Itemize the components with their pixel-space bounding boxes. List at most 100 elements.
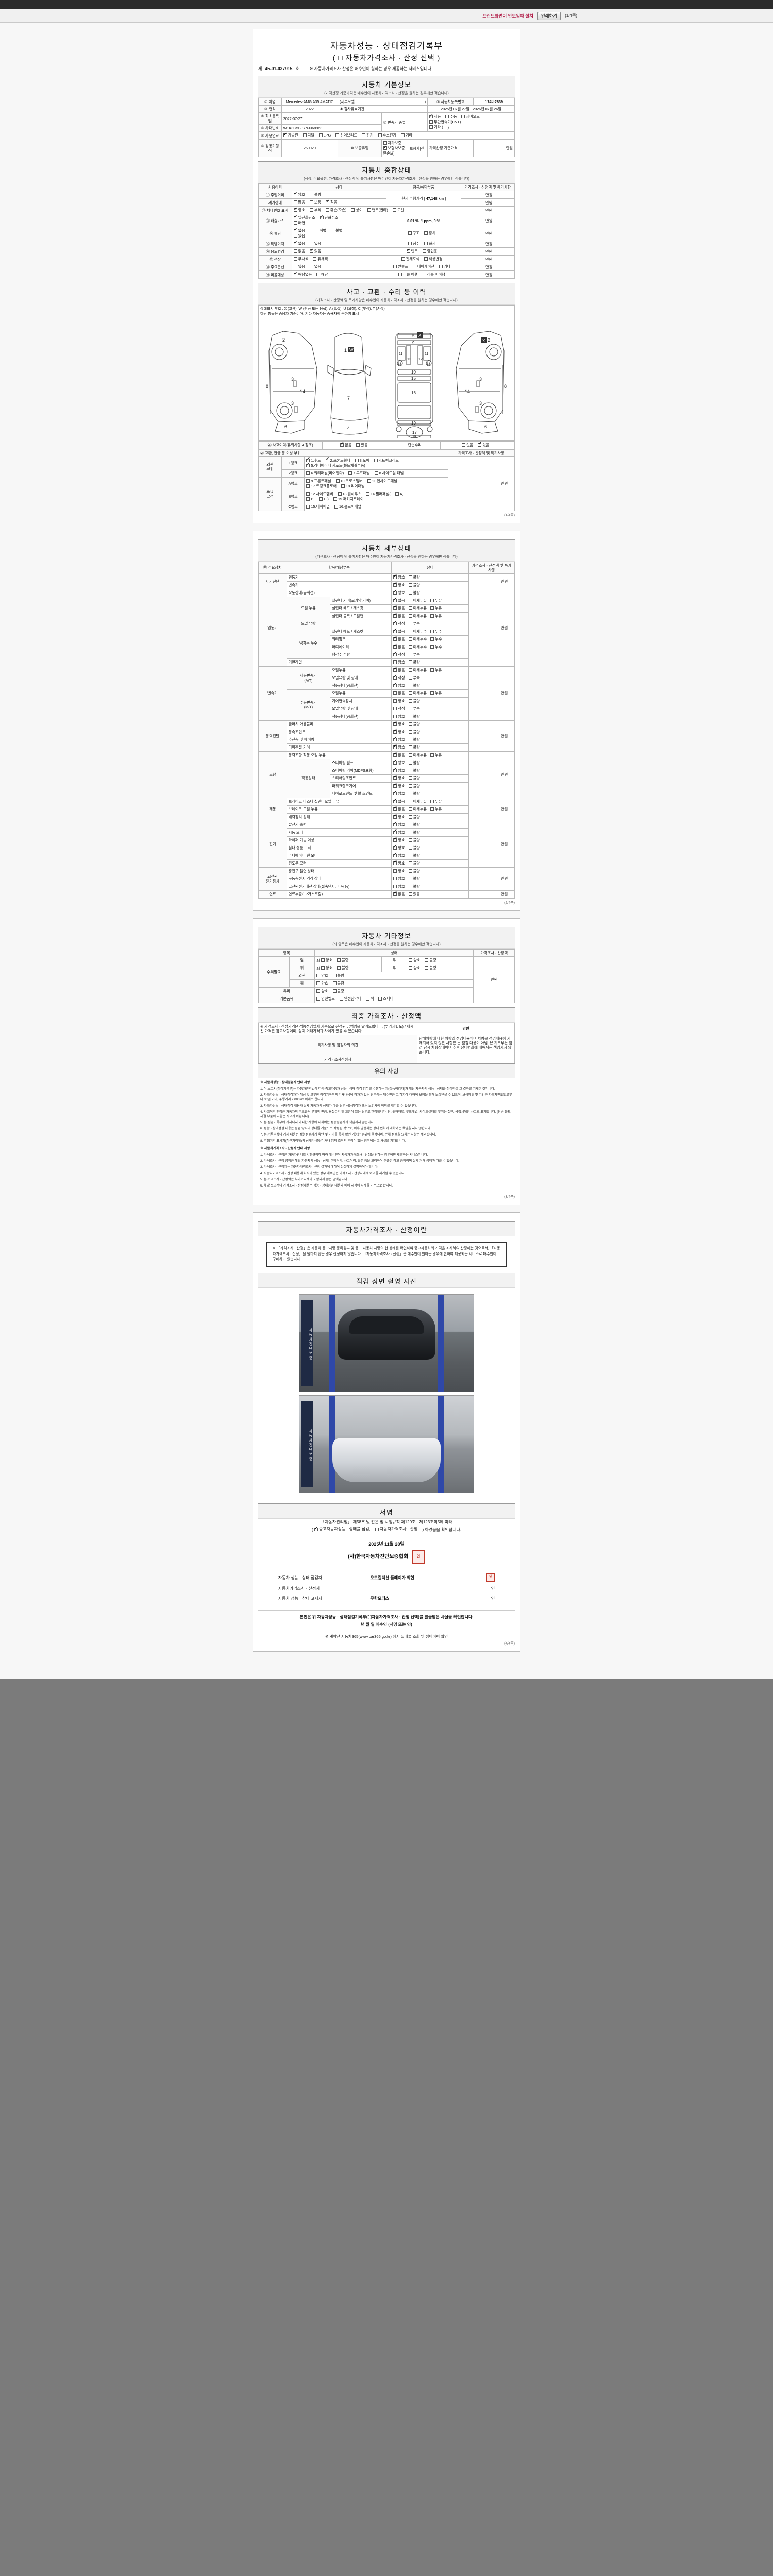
mileage-bad[interactable]: 불량 bbox=[309, 192, 321, 197]
part-front-panel[interactable]: 9.프론트패널 bbox=[306, 479, 331, 483]
detail-opt-누유[interactable]: 누유 bbox=[430, 598, 442, 603]
trans-opt-cvt[interactable]: 무단변속기(CVT) bbox=[429, 120, 461, 124]
option-other[interactable]: 기타 bbox=[439, 264, 450, 269]
detail-opt-불량[interactable]: 불량 bbox=[408, 583, 420, 587]
usage-yes[interactable]: 있음 bbox=[309, 248, 321, 253]
detail-opt-누유[interactable]: 누유 bbox=[430, 799, 442, 804]
detail-opt-불량[interactable]: 불량 bbox=[408, 784, 420, 788]
detail-opt-불량[interactable]: 불량 bbox=[408, 745, 420, 750]
detail-opt-불량[interactable]: 불량 bbox=[408, 815, 420, 819]
detail-opt-양호[interactable]: 양호 bbox=[393, 869, 405, 873]
trans-opt-auto[interactable]: 자동 bbox=[429, 114, 441, 119]
detail-opt-양호[interactable]: 양호 bbox=[393, 574, 405, 580]
detail-opt-누유[interactable]: 누유 bbox=[430, 753, 442, 757]
detail-opt-불량[interactable]: 불량 bbox=[408, 714, 420, 719]
color-achromatic[interactable]: 무채색 bbox=[293, 257, 308, 261]
recall-na[interactable]: 해당없음 bbox=[293, 272, 312, 277]
detail-opt-양호[interactable]: 양호 bbox=[393, 783, 405, 788]
detail-opt-부족[interactable]: 부족 bbox=[408, 675, 420, 680]
detail-opt-적정[interactable]: 적정 bbox=[393, 706, 405, 711]
detail-opt-미세누유[interactable]: 미세누유 bbox=[408, 606, 427, 611]
tire-rl-good[interactable]: 양호 bbox=[321, 965, 332, 970]
detail-opt-누수[interactable]: 누수 bbox=[430, 637, 442, 641]
vin-altered[interactable]: 변조(변타) bbox=[367, 208, 388, 212]
detail-opt-양호[interactable]: 양호 bbox=[393, 860, 405, 866]
detail-opt-없음[interactable]: 없음 bbox=[393, 691, 405, 696]
option-none[interactable]: 없음 bbox=[309, 264, 321, 269]
fuel-opt-gasoline[interactable]: 가솔린 bbox=[283, 132, 298, 138]
detail-opt-부족[interactable]: 부족 bbox=[408, 652, 420, 657]
recall-done[interactable]: 리콜 이행 bbox=[398, 272, 418, 277]
basic-jack[interactable]: 잭 bbox=[365, 996, 374, 1001]
trans-opt-other[interactable]: 기타 ( bbox=[429, 125, 443, 129]
detail-opt-없음[interactable]: 없음 bbox=[393, 636, 405, 641]
part-trunk-lid[interactable]: 4.트렁크리드 bbox=[374, 458, 399, 463]
print-button[interactable]: 인쇄하기 bbox=[537, 11, 561, 20]
color-change[interactable]: 색상변경 bbox=[424, 257, 443, 261]
detail-opt-양호[interactable]: 양호 bbox=[393, 714, 405, 719]
detail-opt-양호[interactable]: 양호 bbox=[393, 844, 405, 850]
detail-opt-부족[interactable]: 부족 bbox=[408, 621, 420, 626]
part-dash-panel[interactable]: 15.대쉬패널 bbox=[306, 504, 330, 509]
detail-opt-누수[interactable]: 누수 bbox=[430, 645, 442, 649]
tuning-device[interactable]: 장치 bbox=[424, 231, 435, 235]
exterior-good[interactable]: 양호 bbox=[316, 973, 328, 978]
part-side-member[interactable]: 12.사이드멤버 bbox=[306, 492, 333, 496]
detail-opt-누유[interactable]: 누유 bbox=[430, 807, 442, 811]
part-side-sill[interactable]: 8.사이드실 패널 bbox=[374, 471, 404, 476]
part-radiator-support[interactable]: 5.라디에이터 서포트(볼트체결부품) bbox=[306, 462, 365, 468]
detail-opt-누유[interactable]: 누유 bbox=[430, 606, 442, 611]
detail-opt-누유[interactable]: 누유 bbox=[430, 614, 442, 618]
detail-opt-불량[interactable]: 불량 bbox=[408, 776, 420, 781]
part-pillar-a[interactable]: A, bbox=[395, 492, 404, 496]
detail-opt-불량[interactable]: 불량 bbox=[408, 722, 420, 726]
option-sunroof[interactable]: 썬루프 bbox=[393, 264, 408, 269]
detail-opt-미세누수[interactable]: 미세누수 bbox=[408, 645, 427, 649]
detail-opt-적정[interactable]: 적정 bbox=[393, 674, 405, 680]
detail-opt-미세누수[interactable]: 미세누수 bbox=[408, 629, 427, 634]
detail-opt-없음[interactable]: 없음 bbox=[393, 667, 405, 672]
detail-opt-불량[interactable]: 불량 bbox=[408, 768, 420, 773]
option-nav[interactable]: 네비게이션 bbox=[412, 264, 434, 269]
warranty-opt-insurer[interactable]: 보험사보증 bbox=[383, 145, 405, 150]
tuning-none[interactable]: 없음 bbox=[293, 228, 305, 233]
usage-rent[interactable]: 렌트 bbox=[406, 248, 418, 253]
color-chromatic[interactable]: 유채색 bbox=[313, 257, 328, 261]
part-trunk-floor[interactable]: 17.트렁크플로어 bbox=[306, 484, 337, 488]
detail-opt-불량[interactable]: 불량 bbox=[408, 876, 420, 881]
detail-opt-부족[interactable]: 부족 bbox=[408, 706, 420, 711]
detail-opt-없음[interactable]: 없음 bbox=[393, 605, 405, 611]
tuning-legal[interactable]: 적법 bbox=[314, 228, 326, 233]
detail-opt-양호[interactable]: 양호 bbox=[393, 682, 405, 688]
special-yes[interactable]: 있음 bbox=[309, 241, 321, 246]
tuning-structure[interactable]: 구조 bbox=[408, 231, 419, 235]
detail-opt-양호[interactable]: 양호 bbox=[393, 829, 405, 835]
tire-rr-bad[interactable]: 불량 bbox=[425, 965, 436, 970]
tuning-yes[interactable]: 있음 bbox=[293, 233, 305, 238]
tire-rl-bad[interactable]: 불량 bbox=[337, 965, 348, 970]
special-none[interactable]: 없음 bbox=[293, 241, 305, 246]
fuel-opt-hydrogen[interactable]: 수소전기 bbox=[378, 133, 396, 138]
detail-opt-양호[interactable]: 양호 bbox=[393, 884, 405, 889]
detail-opt-불량[interactable]: 불량 bbox=[408, 861, 420, 866]
part-pillar-b[interactable]: B, bbox=[306, 497, 314, 501]
detail-opt-없음[interactable]: 없음 bbox=[393, 891, 405, 896]
mileage-good[interactable]: 양호 bbox=[293, 192, 305, 197]
tire-fl-good[interactable]: 양호 bbox=[321, 958, 332, 962]
detail-opt-양호[interactable]: 양호 bbox=[393, 721, 405, 726]
part-package-tray[interactable]: 19.패키지트레이 bbox=[333, 497, 364, 501]
basic-triangle[interactable]: 안전삼각대 bbox=[339, 996, 361, 1001]
detail-opt-양호[interactable]: 양호 bbox=[393, 759, 405, 765]
part-rear-panel[interactable]: 18.리어패널 bbox=[341, 484, 365, 488]
tire-rr-good[interactable]: 양호 bbox=[409, 965, 420, 970]
special-flood[interactable]: 침수 bbox=[408, 241, 419, 246]
detail-opt-있음[interactable]: 있음 bbox=[408, 892, 420, 896]
part-cross-member[interactable]: 10.크로스멤버 bbox=[335, 479, 363, 483]
detail-opt-적정[interactable]: 적정 bbox=[393, 651, 405, 657]
part-quarter-panel[interactable]: 6.쿼터패널(리어휀다) bbox=[306, 471, 344, 476]
usage-commercial[interactable]: 영업용 bbox=[422, 249, 438, 253]
detail-opt-양호[interactable]: 양호 bbox=[393, 728, 405, 734]
detail-opt-없음[interactable]: 없음 bbox=[393, 752, 405, 757]
emission-smoke[interactable]: 매연 bbox=[293, 221, 305, 225]
detail-opt-없음[interactable]: 없음 bbox=[393, 597, 405, 603]
